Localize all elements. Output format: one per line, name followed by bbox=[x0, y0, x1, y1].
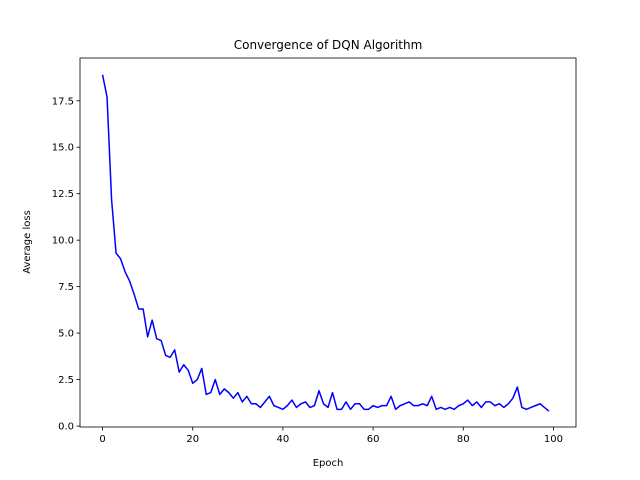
x-tick-label: 0 bbox=[99, 434, 105, 445]
loss-series-line bbox=[101, 74, 550, 412]
x-axis: 0 20 40 60 80 100 bbox=[99, 427, 563, 445]
y-tick-label: 12.5 bbox=[52, 189, 74, 200]
x-tick-label: 80 bbox=[457, 434, 470, 445]
y-tick-label: 17.5 bbox=[52, 96, 74, 107]
y-tick-label: 10.0 bbox=[52, 236, 74, 247]
y-axis: 0.0 2.5 5.0 7.5 10.0 12.5 15.0 17.5 bbox=[52, 96, 80, 433]
x-tick-label: 100 bbox=[544, 434, 563, 445]
y-tick-label: 5.0 bbox=[58, 329, 74, 340]
y-axis-label: Average loss bbox=[22, 210, 33, 274]
y-tick-label: 15.0 bbox=[52, 143, 74, 154]
plot-area bbox=[79, 57, 577, 428]
x-tick-label: 40 bbox=[277, 434, 290, 445]
y-tick-label: 0.0 bbox=[58, 422, 74, 433]
plot-frame bbox=[79, 57, 577, 428]
x-tick-label: 60 bbox=[367, 434, 380, 445]
y-tick-label: 7.5 bbox=[58, 282, 74, 293]
x-tick-label: 20 bbox=[186, 434, 199, 445]
chart-title: Convergence of DQN Algorithm bbox=[234, 38, 423, 52]
y-tick-label: 2.5 bbox=[58, 375, 74, 386]
x-axis-label: Epoch bbox=[313, 458, 344, 469]
